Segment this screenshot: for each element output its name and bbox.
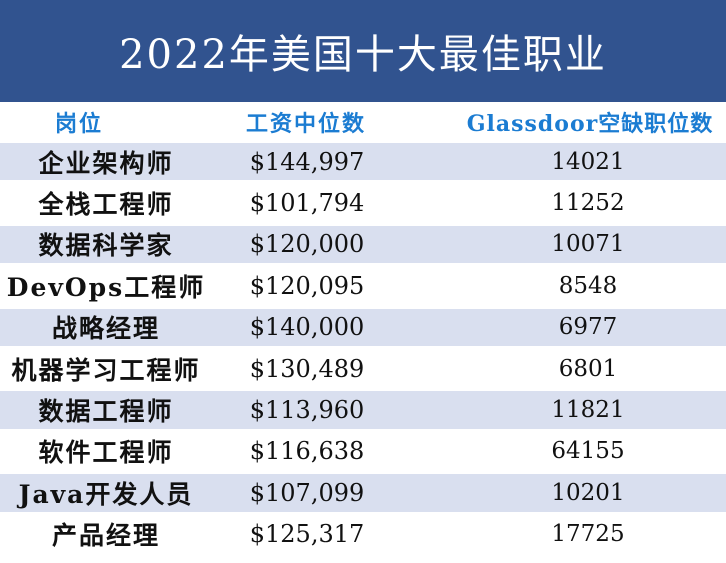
table-row: 战略经理 $140,000 6977 (0, 306, 726, 348)
table-row: Java开发人员 $107,099 10201 (0, 472, 726, 514)
median-salary-cell: $101,794 (249, 189, 365, 218)
openings-cell: 10071 (551, 231, 625, 258)
openings-cell: 11821 (551, 397, 625, 424)
median-salary-cell: $113,960 (249, 396, 365, 425)
table-row: DevOps工程师 $120,095 8548 (0, 265, 726, 307)
job-title-cell: Java开发人员 (18, 479, 194, 509)
median-salary-cell: $116,638 (249, 437, 365, 466)
table-row: 软件工程师 $116,638 64155 (0, 430, 726, 473)
openings-cell: 10201 (551, 479, 625, 506)
openings-cell: 6801 (558, 355, 618, 382)
job-title-cell: 战略经理 (51, 314, 160, 344)
median-salary-cell: $125,317 (249, 520, 365, 549)
table-row: 产品经理 $125,317 17725 (0, 513, 726, 555)
job-title-cell: 软件工程师 (38, 438, 174, 468)
job-title-cell: 产品经理 (51, 521, 160, 551)
table-body: 企业架构师 $144,997 14021 全栈工程师 $101,794 1125… (0, 141, 726, 555)
table-row: 数据科学家 $120,000 10071 (0, 223, 726, 266)
table-row: 机器学习工程师 $130,489 6801 (0, 347, 726, 390)
median-salary-cell: $144,997 (249, 147, 365, 176)
openings-cell: 14021 (551, 148, 625, 175)
median-salary-cell: $120,095 (249, 271, 365, 300)
title-banner: 2022年美国十大最佳职业 (0, 0, 726, 102)
table-row: 全栈工程师 $101,794 11252 (0, 182, 726, 224)
job-title-cell: 全栈工程师 (38, 190, 174, 220)
median-salary-cell: $140,000 (249, 313, 365, 342)
job-title-cell: 企业架构师 (38, 148, 174, 178)
job-title-cell: 数据科学家 (38, 231, 174, 261)
median-salary-cell: $120,000 (249, 230, 365, 259)
openings-cell: 8548 (558, 272, 618, 299)
job-title-cell: 数据工程师 (38, 397, 174, 427)
table-row: 企业架构师 $144,997 14021 (0, 141, 726, 183)
column-header-job: 岗位 (54, 110, 103, 137)
openings-cell: 11252 (551, 190, 625, 217)
column-header-glassdoor-openings: Glassdoor空缺职位数 (466, 110, 714, 137)
page-title: 2022年美国十大最佳职业 (119, 32, 607, 78)
job-title-cell: 机器学习工程师 (11, 355, 201, 385)
column-header-median-salary: 工资中位数 (245, 110, 366, 137)
job-title-cell: DevOps工程师 (6, 272, 206, 302)
openings-cell: 6977 (558, 314, 618, 341)
openings-cell: 64155 (551, 438, 625, 465)
median-salary-cell: $130,489 (249, 354, 365, 383)
table-header-row: 岗位 工资中位数 Glassdoor空缺职位数 (0, 102, 726, 141)
openings-cell: 17725 (551, 521, 625, 548)
median-salary-cell: $107,099 (249, 478, 365, 507)
table-row: 数据工程师 $113,960 11821 (0, 389, 726, 431)
